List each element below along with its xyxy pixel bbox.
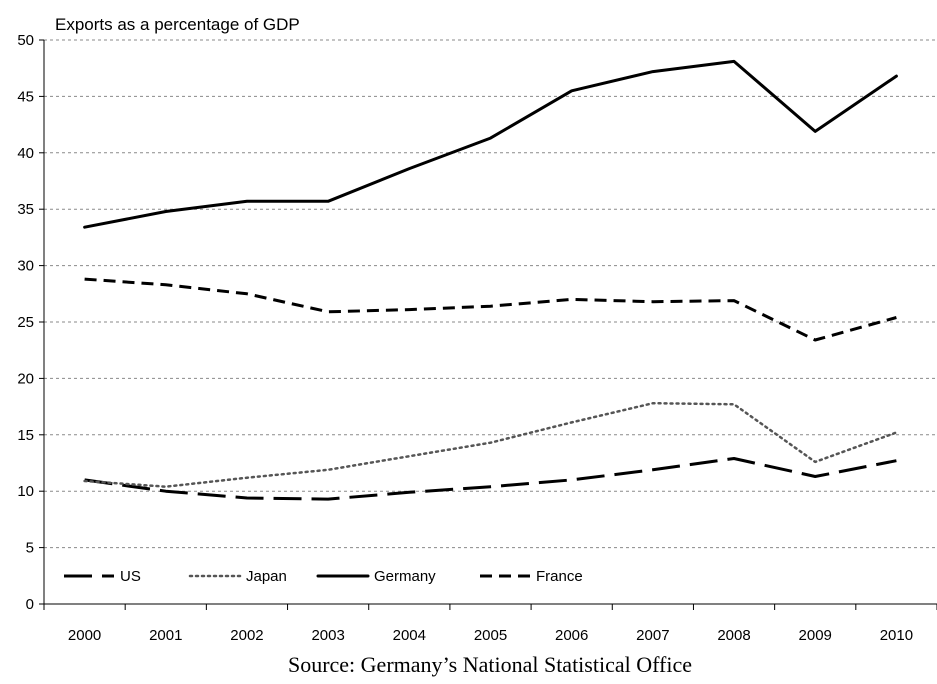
x-tick-label: 2005 (474, 627, 507, 644)
y-tick-label: 35 (17, 201, 34, 218)
chart-title: Exports as a percentage of GDP (55, 15, 300, 34)
y-tick-label: 20 (17, 370, 34, 387)
legend-item-france: France (480, 568, 583, 585)
legend: US Japan Germany France (64, 568, 583, 585)
legend-item-us: US (64, 568, 141, 585)
legend-item-germany: Germany (316, 568, 436, 585)
x-tick-label: 2008 (717, 627, 750, 644)
x-tick-label: 2000 (68, 627, 101, 644)
series-line-us (84, 457, 897, 501)
x-tick-label: 2006 (555, 627, 588, 644)
legend-label: US (120, 568, 141, 585)
x-tick-label: 2009 (799, 627, 832, 644)
series-lines (83, 59, 898, 501)
y-tick-label: 10 (17, 483, 34, 500)
x-tick-label: 2001 (149, 627, 182, 644)
series-line-france (84, 277, 897, 342)
y-tick-label: 25 (17, 314, 34, 331)
x-tick-label: 2010 (880, 627, 913, 644)
legend-label: France (536, 568, 583, 585)
y-tick-label: 40 (17, 145, 34, 162)
y-tick-label: 15 (17, 427, 34, 444)
y-tick-label: 45 (17, 88, 34, 105)
x-tick-label: 2003 (311, 627, 344, 644)
x-tick-label: 2007 (636, 627, 669, 644)
x-tick-label: 2004 (393, 627, 426, 644)
x-tick-label: 2002 (230, 627, 263, 644)
legend-label: Japan (246, 568, 287, 585)
x-axis-ticks: 2000 2001 2002 2003 2004 2005 2006 2007 2008 2009… (43, 604, 937, 644)
y-tick-label: 0 (26, 596, 34, 613)
legend-label: Germany (374, 568, 436, 585)
chart-source: Source: Germany’s National Statistical O… (288, 652, 692, 677)
y-tick-label: 30 (17, 258, 34, 275)
series-line-germany (83, 59, 898, 229)
y-axis-ticks: 0 5 10 15 20 25 30 35 40 45 50 (17, 32, 44, 613)
y-tick-label: 50 (17, 32, 34, 49)
series-line-japan (83, 401, 898, 488)
gridlines (44, 39, 937, 549)
legend-item-japan: Japan (188, 568, 287, 585)
y-tick-label: 5 (26, 540, 34, 557)
